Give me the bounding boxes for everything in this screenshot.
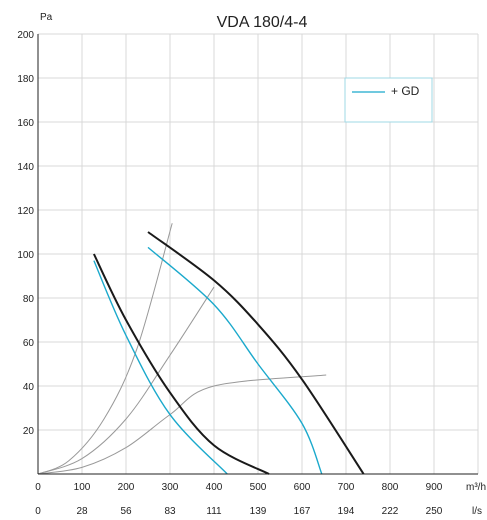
legend: + GD bbox=[344, 77, 433, 123]
x-tick-label: 500 bbox=[250, 482, 267, 493]
system-curves bbox=[37, 223, 327, 475]
y-tick-label: 80 bbox=[23, 294, 35, 305]
y-tick-label: 40 bbox=[23, 382, 35, 393]
x-tick-label: 0 bbox=[35, 482, 41, 493]
x-axis-label: m³/h bbox=[466, 482, 486, 493]
chart-title: VDA 180/4-4 bbox=[217, 14, 308, 31]
legend-label: + GD bbox=[391, 84, 420, 98]
fan-curves bbox=[92, 231, 365, 475]
x-tick-label: 700 bbox=[338, 482, 355, 493]
grid bbox=[38, 33, 479, 474]
fan-curve-gd bbox=[147, 246, 323, 475]
x-tick-label: 400 bbox=[206, 482, 223, 493]
y-tick-labels: 20 40 60 80 100 120 140 160 180 200 bbox=[17, 30, 34, 437]
x2-tick-label: 194 bbox=[338, 506, 355, 517]
system-curve bbox=[37, 286, 215, 475]
x2-tick-labels: 0 28 56 83 111 139 167 194 222 250 bbox=[35, 506, 443, 517]
x-tick-label: 600 bbox=[294, 482, 311, 493]
system-curve bbox=[37, 374, 327, 475]
x2-tick-label: 222 bbox=[382, 506, 399, 517]
y-tick-label: 200 bbox=[17, 30, 34, 41]
legend-box bbox=[344, 77, 433, 123]
x-tick-label: 100 bbox=[74, 482, 91, 493]
x-tick-labels: 0 100 200 300 400 500 600 700 800 900 bbox=[35, 482, 443, 493]
x2-tick-label: 0 bbox=[35, 506, 41, 517]
x-tick-label: 200 bbox=[118, 482, 135, 493]
y-tick-label: 60 bbox=[23, 338, 35, 349]
x2-tick-label: 83 bbox=[164, 506, 176, 517]
x-tick-label: 800 bbox=[382, 482, 399, 493]
system-curve bbox=[37, 223, 173, 475]
x2-tick-label: 167 bbox=[294, 506, 311, 517]
fan-curve-gd bbox=[93, 260, 228, 475]
fan-curve bbox=[92, 253, 270, 475]
y-tick-label: 100 bbox=[17, 250, 34, 261]
y-tick-label: 160 bbox=[17, 118, 34, 129]
y-tick-label: 180 bbox=[17, 74, 34, 85]
x2-tick-label: 56 bbox=[120, 506, 132, 517]
x2-axis-label: l/s bbox=[472, 506, 482, 517]
y-tick-label: 20 bbox=[23, 426, 35, 437]
x-tick-label: 300 bbox=[162, 482, 179, 493]
x2-tick-label: 111 bbox=[206, 506, 222, 517]
fan-curve bbox=[147, 231, 365, 475]
x2-tick-label: 28 bbox=[76, 506, 88, 517]
y-axis-label: Pa bbox=[40, 12, 53, 23]
y-tick-label: 140 bbox=[17, 162, 34, 173]
y-tick-label: 120 bbox=[17, 206, 34, 217]
x-tick-label: 900 bbox=[426, 482, 443, 493]
x2-tick-label: 139 bbox=[250, 506, 267, 517]
x2-tick-label: 250 bbox=[426, 506, 443, 517]
